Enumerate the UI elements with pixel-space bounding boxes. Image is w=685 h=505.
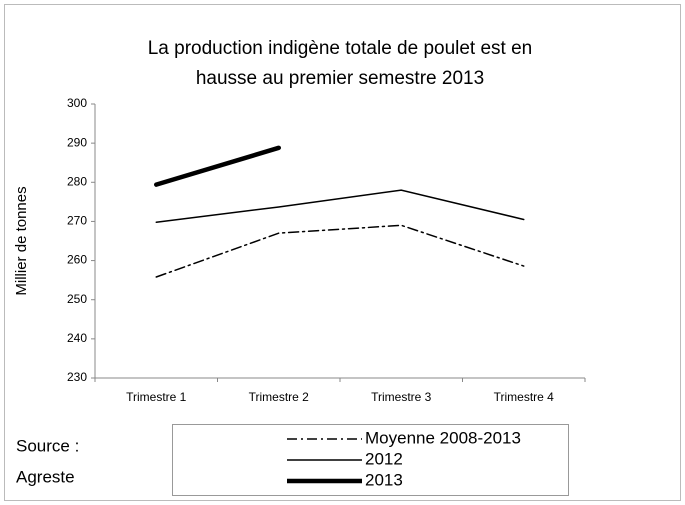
y-tick-label: 240 (67, 331, 87, 345)
x-tick-label: Trimestre 4 (494, 390, 555, 404)
y-tick-label: 250 (67, 292, 87, 306)
source: Source : (16, 436, 79, 455)
source: Agreste (16, 467, 75, 486)
y-tick-label: 260 (67, 253, 87, 267)
x-tick-label: Trimestre 3 (371, 390, 432, 404)
series-line (154, 145, 281, 187)
legend-label: 2012 (365, 449, 403, 468)
chart-title: hausse au premier semestre 2013 (196, 68, 484, 89)
series-line (155, 189, 525, 223)
x-tick-label: Trimestre 1 (126, 390, 187, 404)
y-tick-label: 280 (67, 174, 87, 188)
x-tick-label: Trimestre 2 (249, 390, 310, 404)
chart-title: La production indigène totale de poulet … (148, 38, 533, 59)
chart-border (4, 4, 681, 501)
y-axis-label: Millier de tonnes (13, 186, 30, 295)
y-tick-label: 300 (67, 96, 87, 110)
y-tick-label: 270 (67, 214, 87, 228)
y-tick-label: 230 (67, 370, 87, 384)
legend-label: 2013 (365, 470, 403, 489)
legend-box (172, 424, 569, 496)
y-tick-label: 290 (67, 135, 87, 149)
legend-label: Moyenne 2008-2013 (365, 428, 521, 447)
series-line (155, 224, 525, 278)
